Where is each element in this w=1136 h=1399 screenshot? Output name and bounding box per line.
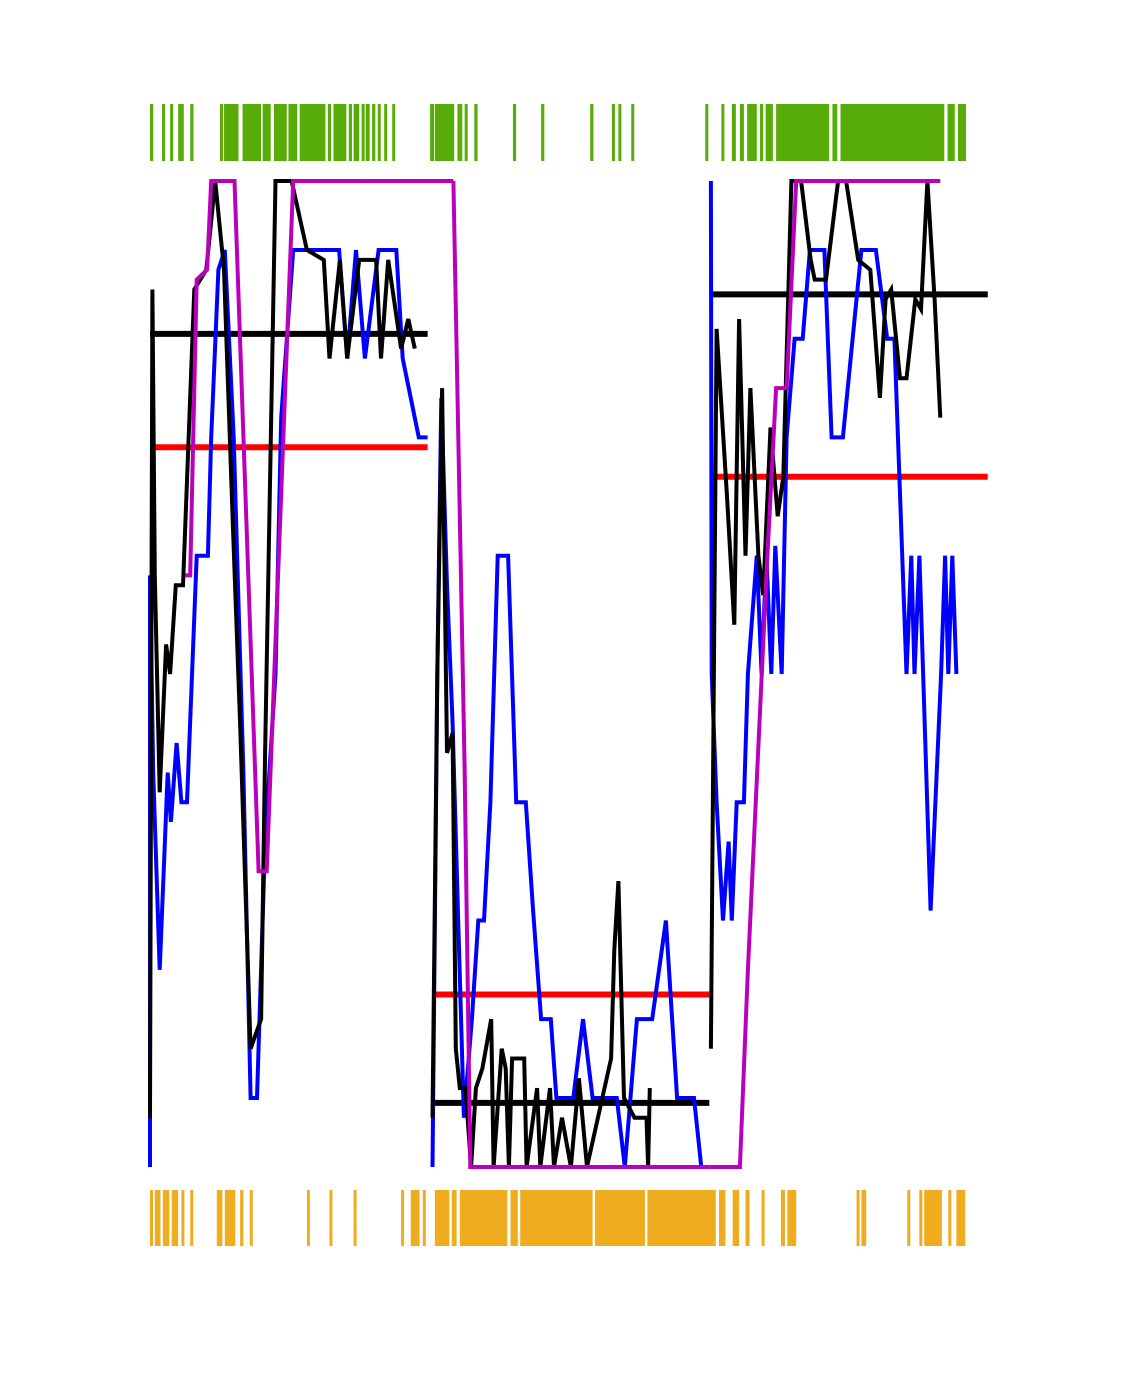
bottom-track-event — [224, 1190, 236, 1246]
top-track-event — [840, 104, 945, 161]
top-track-event — [333, 104, 347, 161]
bottom-event-track — [150, 1190, 966, 1246]
top-track-event — [760, 104, 764, 161]
top-track-event — [590, 104, 594, 161]
top-track-event — [392, 104, 396, 161]
bottom-track-event — [216, 1190, 223, 1246]
bottom-track-event — [924, 1190, 942, 1246]
top-track-event — [224, 104, 239, 161]
blue-series-line — [148, 248, 428, 1167]
top-track-event — [721, 104, 725, 161]
top-track-event — [832, 104, 838, 161]
bottom-track-event — [787, 1190, 797, 1246]
segment-1 — [148, 179, 454, 1167]
bottom-track-event — [520, 1190, 593, 1246]
black-series-line — [148, 179, 417, 1118]
top-track-event — [631, 104, 635, 161]
bottom-track-event — [459, 1190, 508, 1246]
top-track-event — [288, 104, 298, 161]
top-track-event — [162, 104, 166, 161]
top-track-event — [327, 104, 332, 161]
bottom-track-event — [861, 1190, 867, 1246]
top-track-event — [611, 104, 615, 161]
bottom-track-event — [434, 1190, 450, 1246]
bottom-track-event — [162, 1190, 170, 1246]
top-track-event — [618, 104, 622, 161]
bottom-track-event — [647, 1190, 716, 1246]
bottom-track-event — [732, 1190, 740, 1246]
bottom-track-event — [240, 1190, 244, 1246]
top-track-event — [747, 104, 757, 161]
top-track-event — [474, 104, 478, 161]
bottom-track-event — [919, 1190, 923, 1246]
bottom-track-event — [907, 1190, 911, 1246]
bottom-track-event — [410, 1190, 420, 1246]
top-track-event — [731, 104, 736, 161]
bottom-track-event — [190, 1190, 194, 1246]
bottom-track-event — [595, 1190, 645, 1246]
bottom-track-event — [306, 1190, 310, 1246]
top-track-event — [384, 104, 388, 161]
top-track-event — [353, 104, 360, 161]
black-series-line — [708, 179, 943, 1049]
bottom-track-event — [171, 1190, 179, 1246]
black-series-line — [430, 388, 652, 1168]
bottom-track-event — [780, 1190, 785, 1246]
bottom-track-event — [956, 1190, 966, 1246]
top-track-event — [361, 104, 365, 161]
top-track-event — [242, 104, 262, 161]
bottom-track-event — [150, 1190, 153, 1246]
magenta-series-line — [185, 179, 454, 874]
bottom-track-event — [249, 1190, 253, 1246]
top-track-event — [377, 104, 381, 161]
plot-area — [148, 179, 988, 1169]
segment-3 — [708, 179, 988, 1169]
top-track-event — [372, 104, 376, 161]
top-track-event — [178, 104, 184, 161]
top-track-event — [365, 104, 370, 161]
bottom-track-event — [451, 1190, 457, 1246]
top-event-track — [150, 104, 967, 161]
bottom-track-event — [761, 1190, 765, 1246]
bottom-track-event — [718, 1190, 726, 1246]
top-track-event — [190, 104, 194, 161]
top-track-event — [457, 104, 463, 161]
bottom-track-event — [745, 1190, 750, 1246]
top-track-event — [348, 104, 352, 161]
bottom-track-event — [329, 1190, 333, 1246]
bottom-track-event — [422, 1190, 426, 1246]
top-track-event — [947, 104, 955, 161]
top-track-event — [512, 104, 517, 161]
top-track-event — [705, 104, 709, 161]
bottom-track-event — [353, 1190, 357, 1246]
top-track-event — [739, 104, 744, 161]
top-track-event — [170, 104, 174, 161]
top-track-event — [273, 104, 287, 161]
top-track-event — [150, 104, 154, 161]
magenta-series-line — [709, 179, 941, 1169]
top-track-event — [262, 104, 271, 161]
top-track-event — [776, 104, 830, 161]
bottom-track-event — [401, 1190, 405, 1246]
top-track-event — [430, 104, 435, 161]
bottom-track-event — [948, 1190, 952, 1246]
top-track-event — [434, 104, 455, 161]
top-track-event — [220, 104, 224, 161]
bottom-track-event — [181, 1190, 185, 1246]
top-track-event — [957, 104, 967, 161]
blue-series-line — [430, 397, 704, 1168]
top-track-event — [541, 104, 545, 161]
bottom-track-event — [856, 1190, 860, 1246]
top-track-event — [299, 104, 326, 161]
bottom-track-event — [510, 1190, 518, 1246]
magenta-series-line — [451, 180, 710, 1169]
top-track-event — [464, 104, 468, 161]
bottom-track-event — [154, 1190, 161, 1246]
segment-2 — [430, 180, 710, 1169]
top-track-event — [765, 104, 773, 161]
